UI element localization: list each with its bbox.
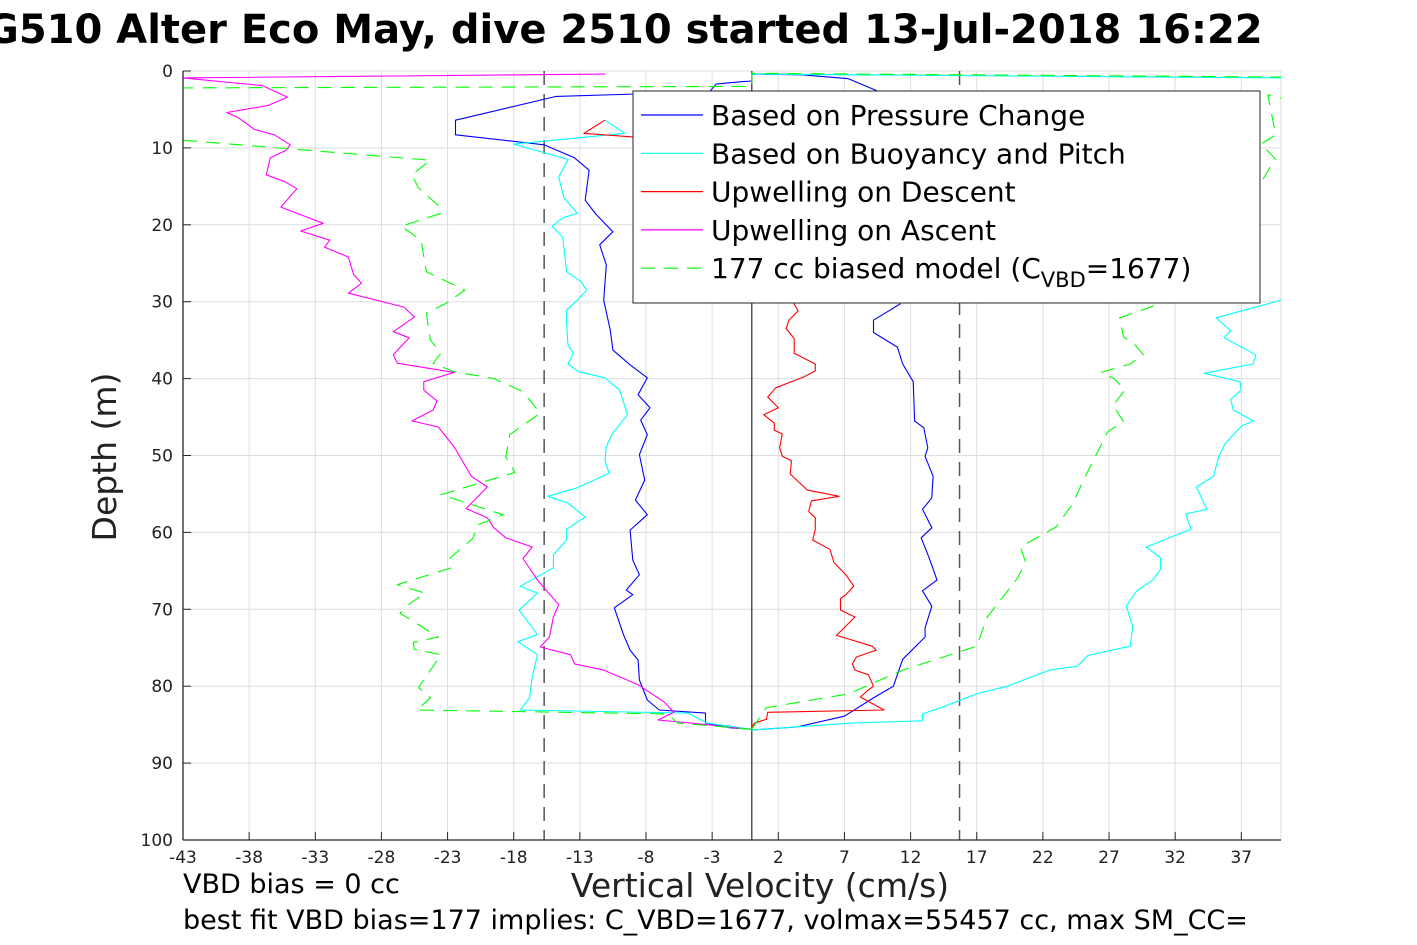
- series-line-based-on-buoyancy-and-pitch: [513, 119, 752, 730]
- x-tick-label: 7: [839, 848, 850, 868]
- legend-label-upwelling-on-ascent: Upwelling on Ascent: [711, 214, 996, 247]
- y-tick-label: 40: [151, 370, 173, 390]
- legend-label-based-on-buoyancy-and-pitch: Based on Buoyancy and Pitch: [711, 137, 1126, 170]
- legend-label-upwelling-on-descent: Upwelling on Descent: [711, 176, 1016, 209]
- x-tick-label: -3: [704, 848, 721, 868]
- series-line-177-cc-biased-model: [751, 94, 1281, 730]
- x-axis-label: Vertical Velocity (cm/s): [571, 866, 949, 905]
- x-tick-label: -38: [235, 848, 263, 868]
- legend: Based on Pressure Change Based on Buoyanc…: [632, 90, 1261, 304]
- y-tick-label: 100: [141, 831, 173, 851]
- series-line-upwelling-on-ascent: [183, 73, 752, 730]
- legend-label-text: Based on Buoyancy and Pitch: [711, 137, 1126, 170]
- series-line-upwelling-on-descent: [583, 119, 885, 728]
- x-tick-label: -13: [566, 848, 594, 868]
- legend-label-text: Upwelling on Descent: [711, 176, 1016, 209]
- vbd-bias-note: VBD bias = 0 cc: [183, 869, 400, 900]
- x-tick-label: -18: [500, 848, 528, 868]
- y-tick-label: 80: [151, 677, 173, 697]
- x-tick-label: 17: [966, 848, 988, 868]
- x-tick-label: -33: [301, 848, 329, 868]
- series-line-based-on-buoyancy-and-pitch: [751, 299, 1281, 731]
- y-tick-label: 10: [151, 139, 173, 159]
- y-axis-label: Depth (m): [85, 373, 124, 542]
- series-line-based-on-pressure-change: [454, 80, 752, 730]
- legend-label-text: Upwelling on Ascent: [711, 214, 996, 247]
- x-tick-label: -23: [434, 848, 462, 868]
- x-tick-label: 22: [1032, 848, 1054, 868]
- series-line-based-on-buoyancy-and-pitch: [751, 73, 1281, 79]
- x-tick-label: -8: [638, 848, 655, 868]
- legend-label-subscript: VBD: [1041, 268, 1086, 292]
- y-tick-label: 90: [151, 754, 173, 774]
- chart-title: G510 Alter Eco May, dive 2510 started 13…: [0, 7, 1263, 53]
- x-tick-label: -28: [368, 848, 396, 868]
- y-tick-label: 60: [151, 523, 173, 543]
- y-tick-label: 30: [151, 293, 173, 313]
- y-tick-label: 20: [151, 216, 173, 236]
- legend-label-177-cc-biased-model: 177 cc biased model (CVBD=1677): [711, 252, 1191, 292]
- y-tick-label: 50: [151, 447, 173, 467]
- legend-box: [632, 90, 1261, 304]
- y-tick-label: 70: [151, 600, 173, 620]
- legend-label-text: 177 cc biased model (C: [711, 252, 1041, 285]
- x-tick-label: 32: [1164, 848, 1186, 868]
- best-fit-note: best fit VBD bias=177 implies: C_VBD=167…: [183, 905, 1248, 936]
- legend-label-tail: =1677): [1086, 252, 1192, 285]
- legend-label-text: Based on Pressure Change: [711, 99, 1085, 132]
- x-tick-label: 37: [1230, 848, 1252, 868]
- x-tick-label: 27: [1098, 848, 1120, 868]
- x-tick-label: -43: [169, 848, 197, 868]
- series-line-177-cc-biased-model: [183, 72, 1281, 89]
- legend-label-based-on-pressure-change: Based on Pressure Change: [711, 99, 1085, 132]
- axes: -43 -38 -33 -28 -23 -18 -13 -8 -3 2 7 12 17 22 27 32 370…: [141, 62, 1281, 868]
- x-tick-label: 12: [900, 848, 922, 868]
- y-tick-label: 0: [162, 62, 173, 82]
- x-tick-label: 2: [773, 848, 784, 868]
